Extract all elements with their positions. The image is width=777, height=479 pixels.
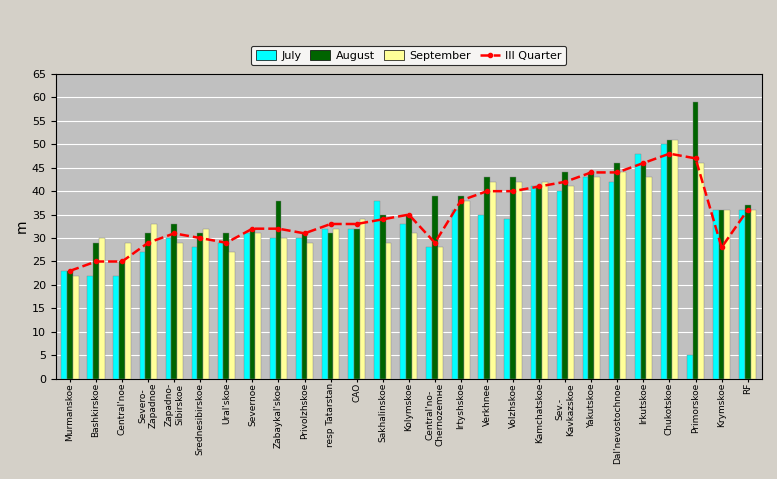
Bar (61, 271, 67, 379)
Bar (745, 205, 751, 379)
Bar (739, 210, 745, 379)
Bar (281, 238, 287, 379)
Bar (224, 233, 229, 379)
Legend: July, August, September, III Quarter: July, August, September, III Quarter (251, 46, 566, 65)
Bar (588, 172, 594, 379)
Bar (608, 182, 615, 379)
Bar (218, 243, 224, 379)
Bar (256, 233, 261, 379)
Bar (452, 210, 458, 379)
Bar (197, 233, 203, 379)
Bar (93, 243, 99, 379)
Bar (348, 228, 354, 379)
Bar (177, 243, 183, 379)
Bar (437, 248, 444, 379)
Bar (328, 233, 333, 379)
Y-axis label: m: m (15, 219, 29, 233)
Bar (172, 224, 177, 379)
Bar (556, 191, 563, 379)
Bar (412, 233, 417, 379)
Bar (661, 144, 667, 379)
Bar (536, 186, 542, 379)
Bar (360, 219, 365, 379)
Bar (140, 252, 145, 379)
Bar (510, 177, 516, 379)
Bar (713, 210, 719, 379)
Bar (594, 177, 600, 379)
Bar (667, 139, 672, 379)
Bar (119, 262, 125, 379)
Bar (504, 219, 510, 379)
Bar (151, 224, 157, 379)
Bar (166, 238, 172, 379)
Bar (583, 177, 588, 379)
Bar (464, 201, 469, 379)
Bar (699, 163, 704, 379)
Bar (354, 228, 360, 379)
Bar (73, 275, 78, 379)
Bar (270, 238, 276, 379)
Bar (458, 196, 464, 379)
Bar (113, 275, 119, 379)
Bar (244, 233, 249, 379)
Bar (229, 252, 235, 379)
Bar (88, 275, 93, 379)
Bar (249, 228, 256, 379)
Bar (427, 248, 432, 379)
Bar (724, 210, 730, 379)
Bar (692, 102, 699, 379)
Bar (563, 172, 568, 379)
Bar (145, 233, 151, 379)
Bar (568, 186, 573, 379)
Bar (192, 248, 197, 379)
Bar (615, 163, 620, 379)
Bar (542, 182, 548, 379)
Bar (203, 228, 209, 379)
Bar (296, 238, 301, 379)
Bar (432, 196, 437, 379)
Bar (322, 228, 328, 379)
Bar (490, 182, 496, 379)
Bar (380, 215, 385, 379)
Bar (719, 210, 724, 379)
Bar (125, 243, 131, 379)
Bar (479, 215, 484, 379)
Bar (67, 271, 73, 379)
Bar (333, 228, 340, 379)
Bar (406, 215, 412, 379)
Bar (635, 154, 640, 379)
Bar (531, 186, 536, 379)
Bar (516, 182, 521, 379)
Bar (751, 210, 756, 379)
Bar (620, 172, 626, 379)
Bar (640, 163, 646, 379)
Bar (308, 243, 313, 379)
Bar (400, 224, 406, 379)
Bar (301, 233, 308, 379)
Bar (375, 201, 380, 379)
Bar (484, 177, 490, 379)
Bar (276, 201, 281, 379)
Bar (687, 355, 692, 379)
Bar (99, 238, 105, 379)
Bar (646, 177, 652, 379)
Bar (672, 139, 678, 379)
Bar (385, 243, 392, 379)
